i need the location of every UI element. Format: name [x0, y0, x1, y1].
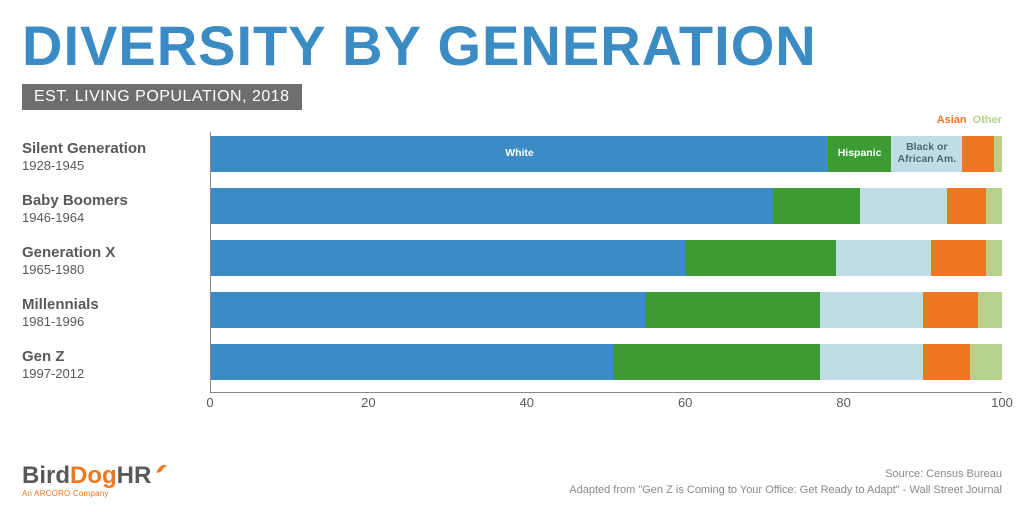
- bar-segment-hispanic: [686, 240, 836, 276]
- x-axis-tick: 80: [836, 395, 850, 410]
- bar-segment-black: [820, 292, 923, 328]
- bar-segment-other: [986, 188, 1002, 224]
- bar-segment-black: [860, 188, 947, 224]
- logo: BirdDogHR An ARCORO Company: [22, 464, 169, 498]
- x-axis-tick: 60: [678, 395, 692, 410]
- generation-name: Generation X: [22, 244, 210, 261]
- logo-mark-icon: [153, 460, 169, 476]
- page-title: DIVERSITY BY GENERATION: [22, 18, 1002, 74]
- bar-segment-black: [836, 240, 931, 276]
- bar-row: [211, 288, 1002, 332]
- generation-years: 1965-1980: [22, 262, 210, 277]
- row-label: Generation X1965-1980: [22, 238, 210, 282]
- footer: BirdDogHR An ARCORO Company Source: Cens…: [22, 464, 1002, 498]
- generation-name: Baby Boomers: [22, 192, 210, 209]
- row-label: Millennials1981-1996: [22, 290, 210, 334]
- plot-area: AsianOther WhiteHispanicBlack orAfrican …: [210, 132, 1002, 417]
- stacked-bar: [211, 188, 1002, 224]
- bar-segment-hispanic: [614, 344, 820, 380]
- bar-segment-white: [211, 188, 773, 224]
- generation-years: 1928-1945: [22, 158, 210, 173]
- bar-segment-asian: [947, 188, 987, 224]
- stacked-bar: [211, 344, 1002, 380]
- logo-subline: An ARCORO Company: [22, 490, 169, 498]
- bar-segment-asian: [923, 344, 970, 380]
- generation-name: Gen Z: [22, 348, 210, 365]
- generation-years: 1981-1996: [22, 314, 210, 329]
- bar-segment-black: Black orAfrican Am.: [891, 136, 962, 172]
- x-axis-tick: 40: [520, 395, 534, 410]
- row-label: Gen Z1997-2012: [22, 342, 210, 386]
- chart: Silent Generation1928-1945Baby Boomers19…: [22, 132, 1002, 417]
- generation-name: Silent Generation: [22, 140, 210, 157]
- generation-years: 1946-1964: [22, 210, 210, 225]
- segment-label: White: [505, 148, 534, 160]
- x-axis: 020406080100: [210, 395, 1002, 417]
- stacked-bar: White Hispanic Black orAfrican Am.: [211, 136, 1002, 172]
- bar-segment-hispanic: [646, 292, 820, 328]
- bar-segment-hispanic: [773, 188, 860, 224]
- x-axis-tick: 100: [991, 395, 1013, 410]
- subtitle-text: EST. LIVING POPULATION, 2018: [34, 88, 290, 105]
- source-line-1: Source: Census Bureau: [569, 467, 1002, 482]
- bar-segment-asian: [931, 240, 986, 276]
- logo-text-dog: Dog: [70, 464, 117, 488]
- bar-row: White Hispanic Black orAfrican Am.: [211, 132, 1002, 176]
- bar-segment-asian: [923, 292, 978, 328]
- row-label: Baby Boomers1946-1964: [22, 186, 210, 230]
- logo-text-bird: Bird: [22, 464, 70, 488]
- bar-segment-hispanic: Hispanic: [828, 136, 891, 172]
- bar-row: [211, 340, 1002, 384]
- segment-label: Hispanic: [838, 148, 882, 160]
- segment-label: Black orAfrican Am.: [898, 142, 957, 165]
- logo-text-hr: HR: [117, 464, 152, 488]
- stacked-bar: [211, 292, 1002, 328]
- bar-segment-asian: [962, 136, 994, 172]
- bar-row: [211, 236, 1002, 280]
- source-line-2: Adapted from "Gen Z is Coming to Your Of…: [569, 483, 1002, 498]
- bar-segment-other: [978, 292, 1002, 328]
- bar-row: [211, 184, 1002, 228]
- bar-segment-white: [211, 240, 686, 276]
- bars-container: White Hispanic Black orAfrican Am.: [210, 132, 1002, 393]
- row-labels-column: Silent Generation1928-1945Baby Boomers19…: [22, 132, 210, 394]
- bar-segment-white: [211, 292, 646, 328]
- bar-segment-white: White: [211, 136, 828, 172]
- legend-item: Other: [973, 114, 1002, 126]
- bar-segment-other: [986, 240, 1002, 276]
- source-attribution: Source: Census Bureau Adapted from "Gen …: [569, 467, 1002, 498]
- x-axis-tick: 20: [361, 395, 375, 410]
- legend-item: Asian: [937, 114, 967, 126]
- subtitle-badge: EST. LIVING POPULATION, 2018: [22, 84, 302, 110]
- stacked-bar: [211, 240, 1002, 276]
- generation-years: 1997-2012: [22, 366, 210, 381]
- bar-segment-white: [211, 344, 614, 380]
- row-label: Silent Generation1928-1945: [22, 134, 210, 178]
- generation-name: Millennials: [22, 296, 210, 313]
- bar-segment-black: [820, 344, 923, 380]
- x-axis-tick: 0: [206, 395, 213, 410]
- bar-segment-other: [994, 136, 1002, 172]
- bar-segment-other: [970, 344, 1002, 380]
- top-mini-legend: Asian Other: [931, 114, 1002, 126]
